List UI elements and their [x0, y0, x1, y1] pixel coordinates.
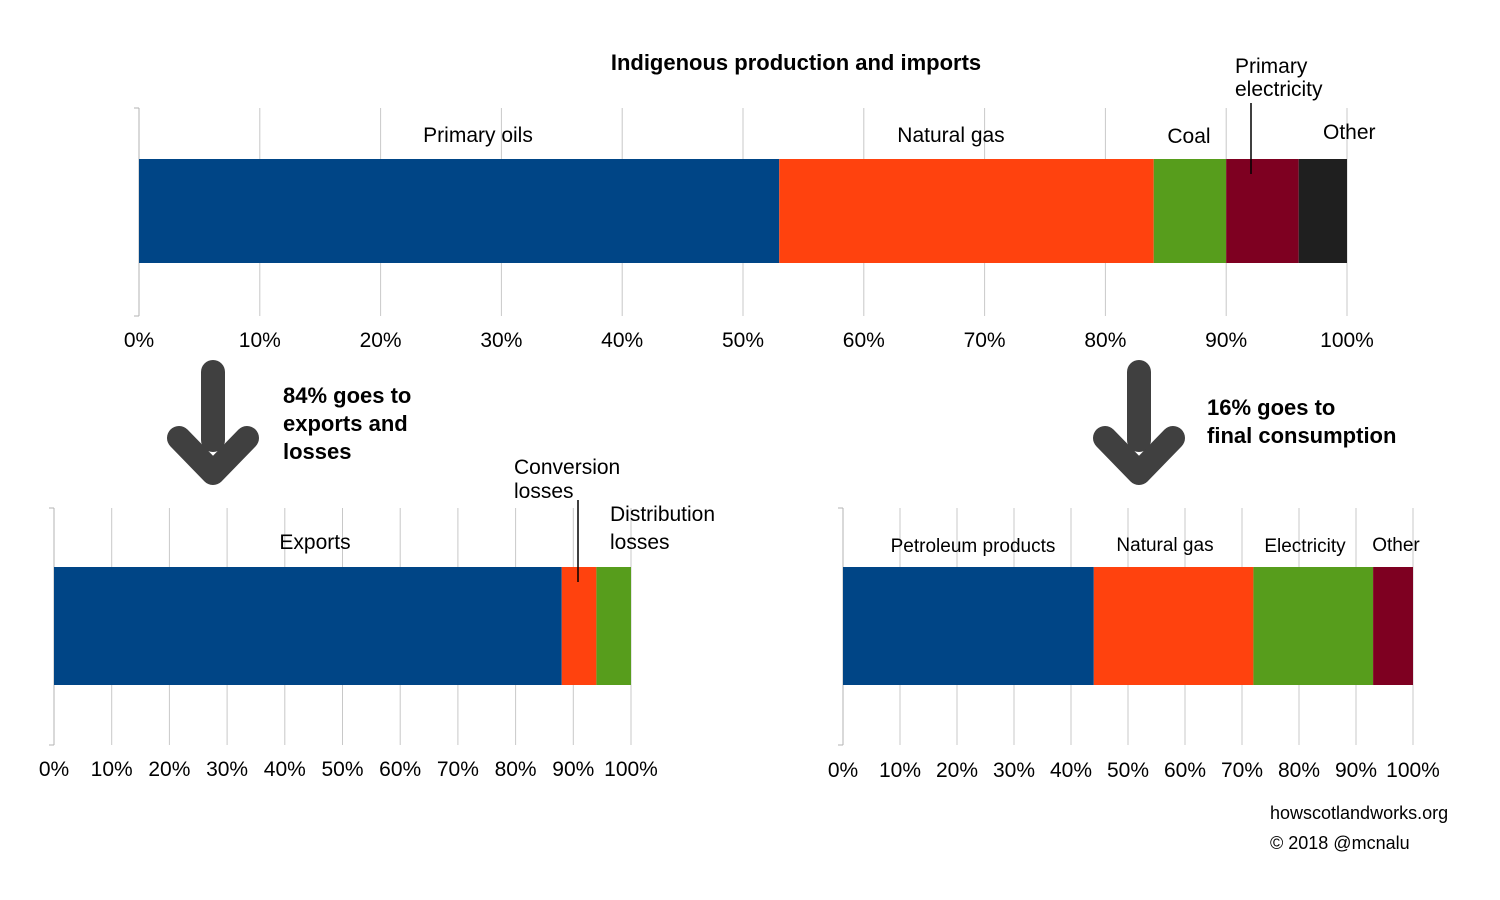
right-flow-note: 16% goes to final consumption — [1207, 395, 1397, 448]
right-label-natural-gas: Natural gas — [1116, 535, 1213, 556]
right-bar-petroleum-products — [843, 567, 1094, 685]
top-tick-label: 0% — [124, 329, 154, 352]
left-label-conversion-losses: Conversion losses — [514, 456, 620, 503]
left-tick-label: 70% — [437, 758, 479, 781]
left-tick-label: 100% — [604, 758, 658, 781]
left-bar-exports — [54, 567, 562, 685]
left-tick-label: 0% — [39, 758, 69, 781]
right-label-electricity: Electricity — [1264, 536, 1346, 557]
right-bar-other — [1373, 567, 1413, 685]
top-tick-label: 70% — [964, 329, 1006, 352]
top-bar-other — [1298, 159, 1347, 263]
right-tick-label: 90% — [1335, 759, 1377, 782]
site-credit: howscotlandworks.org — [1270, 803, 1449, 823]
top-bar-coal — [1153, 159, 1227, 263]
right-tick-label: 50% — [1107, 759, 1149, 782]
top-tick-label: 90% — [1205, 329, 1247, 352]
top-tick-label: 50% — [722, 329, 764, 352]
top-label-primary-oils: Primary oils — [423, 124, 533, 147]
right-tick-label: 10% — [879, 759, 921, 782]
top-tick-label: 100% — [1320, 329, 1374, 352]
top-tick-label: 60% — [843, 329, 885, 352]
right-tick-label: 20% — [936, 759, 978, 782]
right-label-other: Other — [1372, 535, 1420, 556]
right-tick-label: 60% — [1164, 759, 1206, 782]
right-tick-label: 100% — [1386, 759, 1440, 782]
left-flow-note: 84% goes to exports and losses — [283, 383, 412, 464]
left-down-arrow-head — [167, 426, 259, 485]
right-down-arrow-head — [1093, 426, 1185, 485]
right-tick-label: 80% — [1278, 759, 1320, 782]
top-tick-label: 10% — [239, 329, 281, 352]
left-tick-label: 80% — [495, 758, 537, 781]
left-tick-label: 20% — [148, 758, 190, 781]
copyright-credit: © 2018 @mcnalu — [1270, 833, 1410, 853]
left-tick-label: 40% — [264, 758, 306, 781]
top-bar-primary-electricity — [1226, 159, 1299, 263]
top-tick-label: 30% — [480, 329, 522, 352]
right-tick-label: 30% — [993, 759, 1035, 782]
right-label-petroleum-products: Petroleum products — [891, 536, 1056, 557]
right-tick-label: 40% — [1050, 759, 1092, 782]
right-bar-natural-gas — [1093, 567, 1254, 685]
left-bar-conversion-losses — [561, 567, 597, 685]
right-tick-label: 0% — [828, 759, 858, 782]
top-chart-title: Indigenous production and imports — [611, 50, 981, 75]
left-tick-label: 30% — [206, 758, 248, 781]
top-bar-primary-oils — [139, 159, 780, 263]
left-tick-label: 50% — [321, 758, 363, 781]
left-bar-distribution-losses — [596, 567, 631, 685]
top-tick-label: 40% — [601, 329, 643, 352]
top-label-natural-gas: Natural gas — [897, 124, 1004, 147]
top-tick-label: 80% — [1084, 329, 1126, 352]
right-tick-label: 70% — [1221, 759, 1263, 782]
top-label-other: Other — [1323, 121, 1376, 144]
left-label-exports: Exports — [279, 531, 350, 554]
left-tick-label: 90% — [552, 758, 594, 781]
top-bar-natural-gas — [779, 159, 1154, 263]
right-bar-electricity — [1253, 567, 1374, 685]
left-label-distribution-losses: Distribution losses — [610, 503, 715, 554]
top-label-primary-electricity: Primary electricity — [1235, 55, 1323, 101]
top-label-coal: Coal — [1167, 125, 1210, 148]
top-tick-label: 20% — [360, 329, 402, 352]
left-tick-label: 60% — [379, 758, 421, 781]
left-tick-label: 10% — [91, 758, 133, 781]
